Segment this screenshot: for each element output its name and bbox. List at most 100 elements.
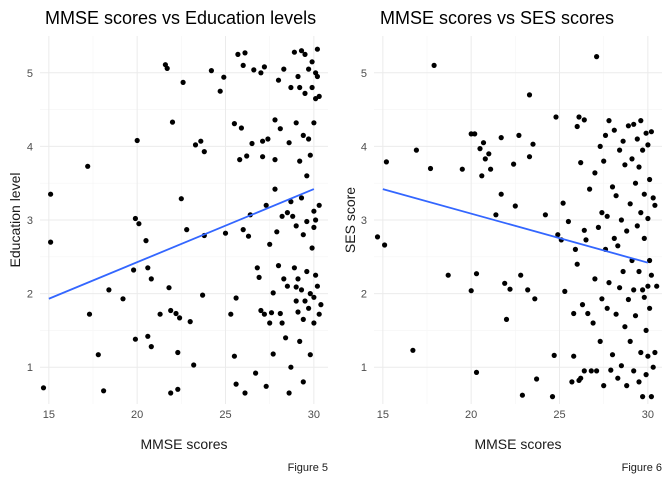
data-point bbox=[645, 215, 651, 222]
data-point bbox=[316, 202, 322, 208]
data-point bbox=[192, 142, 199, 148]
data-point bbox=[640, 287, 646, 293]
data-point bbox=[267, 241, 273, 247]
data-point bbox=[307, 291, 313, 297]
data-point bbox=[288, 364, 294, 370]
data-point bbox=[268, 310, 275, 316]
data-point bbox=[503, 316, 510, 322]
data-point bbox=[551, 352, 557, 358]
data-point bbox=[647, 257, 653, 264]
data-point bbox=[486, 151, 492, 157]
chart-title: MMSE scores vs SES scores bbox=[380, 8, 614, 28]
data-point bbox=[298, 287, 305, 293]
data-point bbox=[270, 351, 276, 357]
data-point bbox=[48, 239, 54, 245]
data-point bbox=[293, 120, 299, 126]
x-tick-label: 15 bbox=[43, 409, 55, 421]
data-point bbox=[253, 370, 259, 376]
data-point bbox=[581, 227, 587, 233]
data-point bbox=[309, 59, 315, 65]
data-point bbox=[578, 160, 584, 166]
data-point bbox=[620, 268, 626, 275]
data-point bbox=[300, 232, 306, 238]
data-point bbox=[270, 290, 276, 296]
data-point bbox=[86, 311, 93, 317]
data-point bbox=[650, 195, 656, 201]
data-point bbox=[143, 238, 149, 244]
data-point bbox=[157, 311, 163, 317]
data-point bbox=[263, 383, 269, 389]
data-point bbox=[286, 390, 292, 396]
data-point bbox=[95, 352, 101, 358]
data-point bbox=[652, 202, 658, 208]
data-point bbox=[592, 170, 598, 176]
data-point bbox=[256, 274, 262, 280]
data-point bbox=[599, 210, 605, 216]
data-point bbox=[636, 379, 642, 385]
data-point bbox=[251, 67, 257, 73]
data-point bbox=[233, 381, 239, 387]
data-point bbox=[488, 166, 494, 172]
data-point bbox=[627, 201, 633, 207]
data-point bbox=[208, 68, 214, 74]
data-point bbox=[314, 283, 320, 289]
data-point bbox=[526, 154, 533, 160]
data-point bbox=[445, 272, 451, 278]
data-point bbox=[281, 66, 287, 72]
y-axis-title: Education level bbox=[7, 173, 23, 268]
trend-line bbox=[382, 188, 649, 264]
data-point bbox=[261, 311, 267, 317]
data-point bbox=[624, 383, 630, 389]
data-point bbox=[560, 200, 566, 206]
data-point bbox=[307, 152, 313, 158]
data-point bbox=[472, 131, 478, 137]
data-point bbox=[594, 54, 600, 60]
data-point bbox=[625, 123, 632, 129]
y-tick-label: 4 bbox=[27, 141, 33, 153]
data-point bbox=[650, 364, 656, 370]
data-point bbox=[198, 138, 204, 144]
y-tick-label: 3 bbox=[27, 215, 33, 227]
data-point bbox=[311, 120, 317, 126]
data-point bbox=[260, 154, 266, 160]
figure-caption: Figure 5 bbox=[288, 462, 328, 474]
data-point bbox=[263, 202, 269, 208]
data-point bbox=[242, 50, 248, 56]
data-point bbox=[615, 243, 621, 249]
data-point bbox=[581, 368, 587, 374]
data-point bbox=[295, 309, 301, 315]
data-point bbox=[284, 283, 290, 289]
data-point bbox=[507, 286, 513, 292]
data-point bbox=[40, 385, 47, 391]
data-point bbox=[498, 135, 504, 141]
data-point bbox=[233, 295, 239, 301]
data-point bbox=[590, 320, 596, 326]
data-point bbox=[286, 140, 292, 146]
data-point bbox=[300, 316, 306, 322]
data-point bbox=[525, 287, 531, 293]
data-point bbox=[295, 276, 301, 282]
data-point bbox=[132, 215, 138, 222]
data-point bbox=[166, 285, 172, 291]
data-point bbox=[201, 149, 207, 155]
data-point bbox=[293, 298, 299, 304]
data-point bbox=[134, 137, 140, 144]
data-point bbox=[618, 217, 625, 223]
data-point bbox=[581, 117, 587, 123]
data-point bbox=[180, 79, 186, 85]
data-point bbox=[279, 320, 285, 326]
data-point bbox=[318, 302, 324, 308]
data-point bbox=[258, 307, 264, 314]
y-axis-title: SES score bbox=[342, 187, 358, 253]
data-point bbox=[106, 287, 112, 293]
data-point bbox=[168, 307, 174, 314]
data-point bbox=[609, 352, 616, 358]
data-point bbox=[258, 70, 264, 76]
data-point bbox=[313, 272, 319, 278]
data-point bbox=[480, 140, 487, 146]
data-point bbox=[571, 310, 577, 317]
data-point bbox=[291, 49, 297, 55]
data-point bbox=[235, 51, 241, 58]
data-point bbox=[638, 118, 644, 124]
